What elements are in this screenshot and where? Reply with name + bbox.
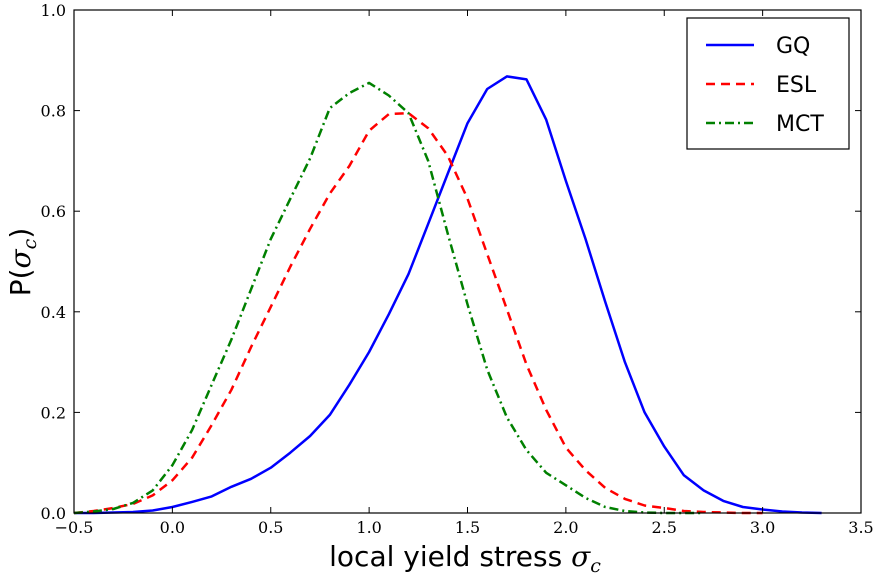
- y-tick-label: 0.6: [41, 202, 66, 221]
- legend-label-mct: MCT: [776, 112, 824, 137]
- tick-layer: −0.5 0.0 0.5 1.0 1.5 2.0 2.5 3.0 3.50.00.20.40.6…: [41, 1, 874, 537]
- y-axis-label: P(σc): [4, 228, 41, 297]
- y-tick-label: 0.4: [41, 303, 66, 322]
- y-tick-label: 1.0: [41, 1, 66, 20]
- x-tick-label: 3.0: [750, 518, 775, 537]
- y-tick-label: 0.0: [41, 504, 66, 523]
- x-tick-label: 0.0: [160, 518, 185, 537]
- series-line-gq: [74, 75, 822, 515]
- y-tick-label: 0.8: [41, 102, 66, 121]
- series-layer: [73, 75, 822, 515]
- series-line-mct: [73, 81, 704, 515]
- y-tick-label: 0.2: [41, 403, 66, 422]
- legend: GQ ESL MCT: [686, 17, 850, 150]
- x-tick-label: −0.5: [55, 518, 94, 537]
- legend-label-esl: ESL: [776, 73, 817, 98]
- x-tick-label: 1.0: [356, 518, 381, 537]
- x-tick-label: 1.5: [455, 518, 480, 537]
- x-tick-label: 2.5: [652, 518, 677, 537]
- plot-frame: [73, 9, 862, 514]
- x-axis-label: local yield stress σc: [329, 540, 601, 577]
- legend-label-gq: GQ: [776, 34, 810, 59]
- x-tick-label: 2.0: [553, 518, 578, 537]
- x-tick-label: 3.5: [848, 518, 873, 537]
- x-tick-label: 0.5: [258, 518, 283, 537]
